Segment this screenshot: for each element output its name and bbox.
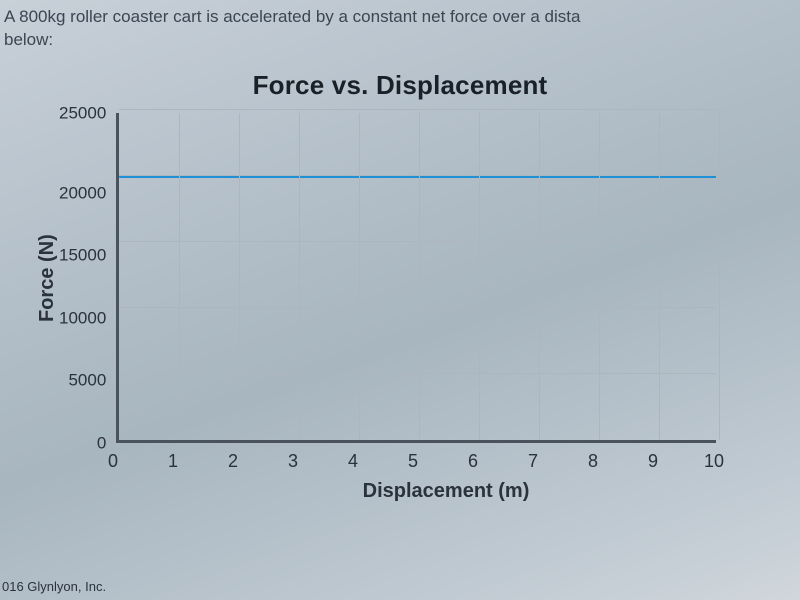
context-line2: below:: [4, 29, 800, 52]
plot-row: Force (N) 25000 20000 15000 10000 5000 0: [30, 113, 770, 443]
gridline-horizontal: [119, 241, 716, 242]
ytick: 0: [97, 434, 106, 451]
gridline-vertical: [719, 113, 720, 440]
gridline-vertical: [419, 113, 420, 440]
x-axis-label: Displacement (m): [122, 480, 770, 503]
problem-text: A 800kg roller coaster cart is accelerat…: [0, 6, 800, 52]
force-displacement-chart: Force vs. Displacement Force (N) 25000 2…: [30, 70, 770, 540]
gridline-vertical: [539, 113, 540, 440]
y-axis-ticks: 25000 20000 15000 10000 5000 0: [59, 113, 116, 443]
gridline-horizontal: [119, 307, 716, 308]
plot-area: [116, 113, 716, 443]
gridline-horizontal: [119, 109, 716, 110]
x-axis-ticks: 0 1 2 3 4 5 6 7 8 9 10: [122, 443, 722, 472]
copyright-text: 016 Glynlyon, Inc.: [2, 579, 106, 594]
gridline-vertical: [299, 113, 300, 440]
context-line1: A 800kg roller coaster cart is accelerat…: [4, 6, 800, 29]
ytick: 15000: [59, 247, 106, 264]
ytick: 5000: [68, 372, 106, 389]
x-axis-ticks-wrap: 0 1 2 3 4 5 6 7 8 9 10 Displacement (m): [122, 443, 770, 503]
gridline-vertical: [479, 113, 480, 440]
gridline-vertical: [659, 113, 660, 440]
ytick: 20000: [59, 184, 106, 201]
ytick: 10000: [59, 309, 106, 326]
gridline-horizontal: [119, 373, 716, 374]
gridline-vertical: [239, 113, 240, 440]
gridline-vertical: [179, 113, 180, 440]
gridline-vertical: [359, 113, 360, 440]
gridline-horizontal: [119, 175, 716, 176]
ytick: 25000: [59, 105, 106, 122]
gridline-vertical: [599, 113, 600, 440]
y-axis-label: Force (N): [30, 113, 59, 443]
chart-title: Force vs. Displacement: [30, 70, 770, 101]
